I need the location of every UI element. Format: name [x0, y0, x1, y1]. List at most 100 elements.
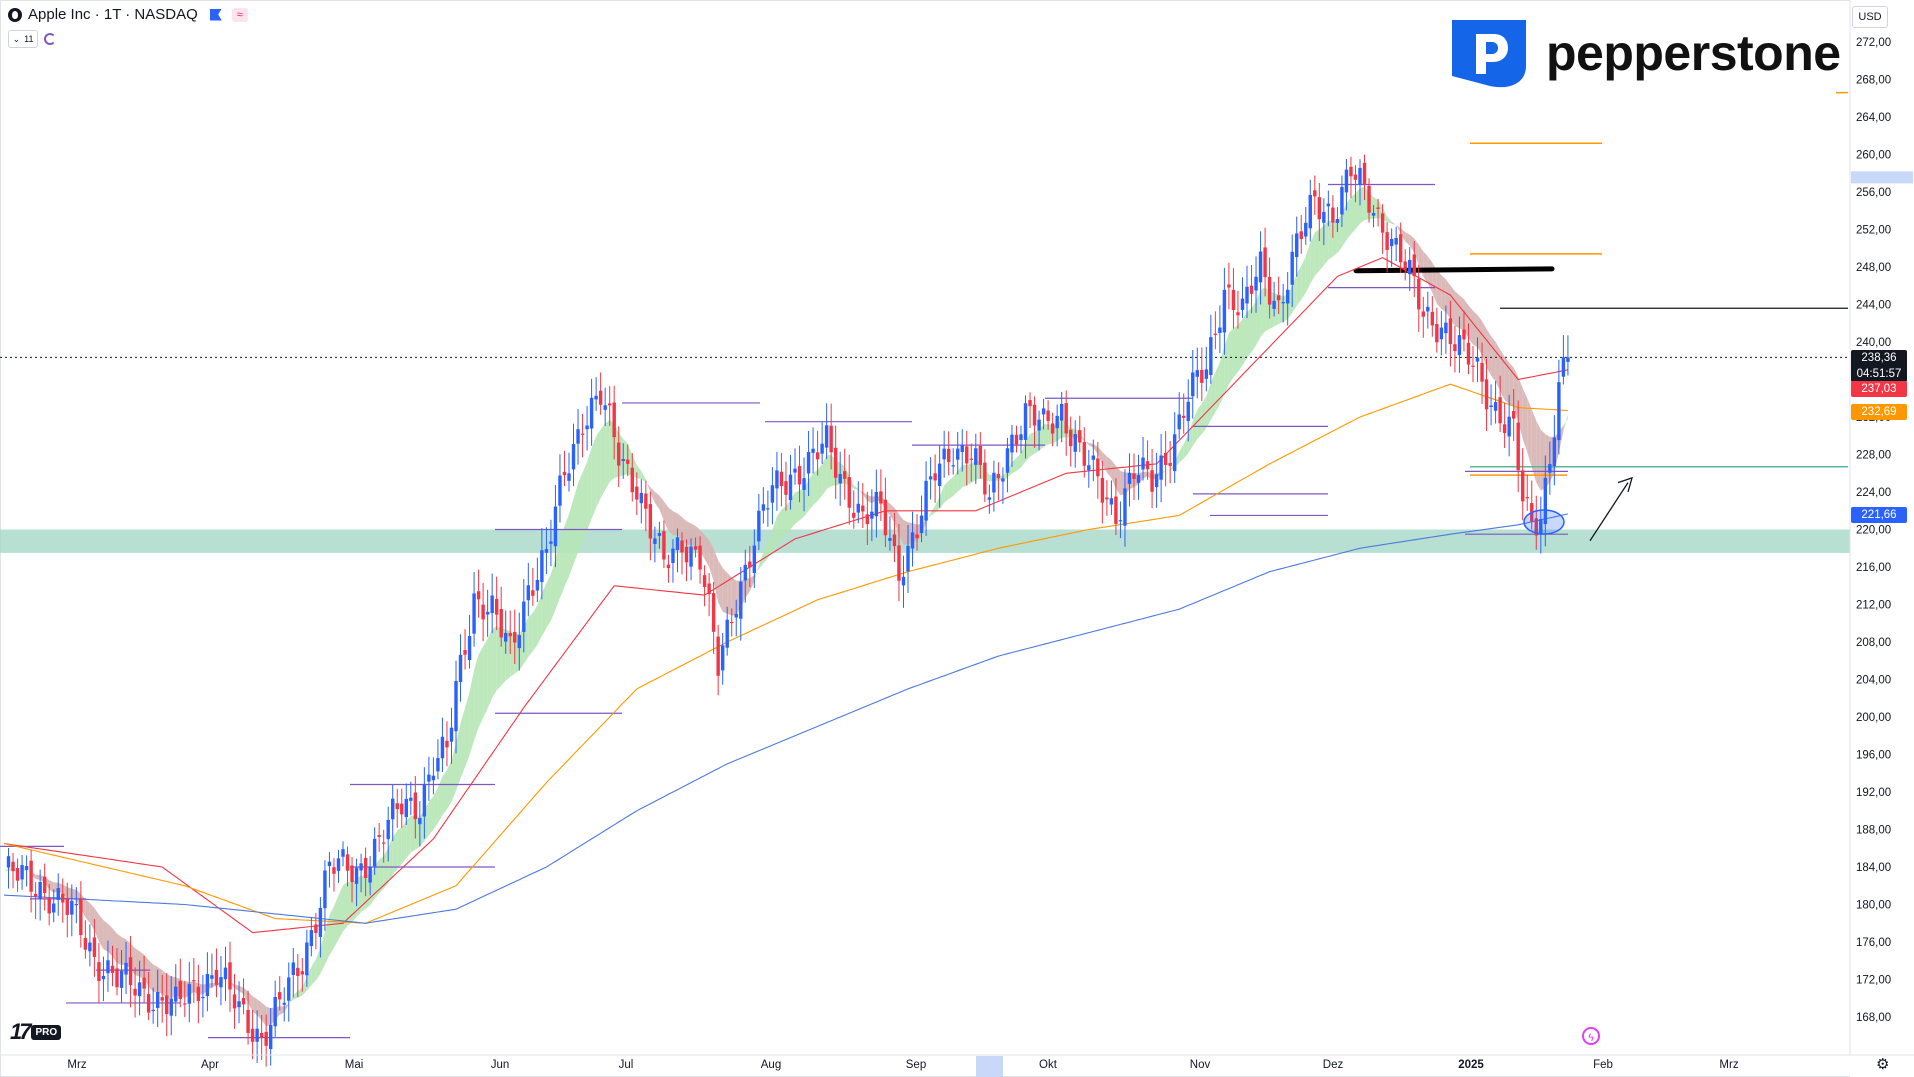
ribbon-segment [605, 419, 610, 490]
ribbon-segment [519, 626, 524, 671]
candle-body [65, 898, 69, 915]
y-tick-label: 200,00 [1856, 712, 1891, 724]
ribbon-segment [139, 951, 145, 980]
candle-body [359, 863, 363, 871]
candle-body [1204, 369, 1209, 379]
ribbon-segment [1486, 329, 1492, 376]
tradingview-watermark[interactable]: 17 PRO [10, 1019, 62, 1045]
candle-body [874, 491, 879, 517]
ribbon-segment [808, 473, 814, 511]
indicator-legend[interactable]: ⌄ 11 [8, 30, 56, 48]
lightning-icon[interactable]: ϟ [1582, 1027, 1600, 1045]
wave-icon[interactable]: ≈ [231, 7, 248, 22]
candle-body [1566, 357, 1570, 362]
candle-body [1507, 416, 1511, 437]
candle-body [820, 443, 824, 454]
ribbon-segment [935, 496, 940, 513]
ribbon-segment [1188, 420, 1193, 454]
candle-body [725, 619, 729, 648]
ribbon-segment [356, 875, 362, 917]
ribbon-segment [35, 874, 41, 880]
candle-body [504, 632, 508, 642]
candle-body [431, 775, 436, 781]
candle-body [1064, 403, 1068, 434]
candle-body [485, 611, 490, 615]
candle-body [350, 865, 354, 883]
candle-body [1127, 472, 1132, 484]
ribbon-segment [225, 980, 230, 983]
ribbon-segment [410, 815, 416, 853]
ribbon-segment [1030, 431, 1035, 457]
ribbon-segment [1228, 327, 1234, 385]
ribbon-segment [243, 987, 249, 1003]
candle-body [1521, 470, 1525, 502]
ribbon-segment [727, 572, 732, 616]
candle-body [409, 797, 413, 801]
ribbon-segment [1247, 307, 1252, 359]
ribbon-segment [668, 507, 673, 536]
candle-body [1023, 403, 1028, 440]
ribbon-segment [365, 873, 371, 909]
candle-body [1037, 419, 1041, 431]
ribbon-segment [582, 462, 588, 542]
ribbon-segment [555, 540, 560, 610]
ribbon-segment [1350, 193, 1356, 235]
gear-icon[interactable]: ⚙ [1876, 1056, 1890, 1073]
ribbon-segment [799, 487, 805, 521]
ribbon-segment [293, 990, 298, 1000]
candle-body [992, 472, 996, 493]
ribbon-segment [1423, 251, 1428, 284]
symbol-title[interactable]: Apple Inc · 1T · NASDAQ [28, 6, 198, 23]
ribbon-segment [451, 742, 456, 802]
ribbon-segment [903, 519, 908, 545]
candle-body [42, 876, 47, 893]
ribbon-segment [107, 923, 113, 957]
candle-body [1123, 488, 1127, 526]
ribbon-segment [401, 820, 407, 865]
ribbon-segment [1206, 382, 1211, 429]
candle-body [1475, 357, 1480, 362]
ribbon-segment [1097, 446, 1103, 465]
ribbon-segment [361, 875, 366, 913]
candle-body [1502, 424, 1507, 434]
candle-body [119, 970, 124, 988]
candle-body [1362, 162, 1367, 185]
candle-body [1145, 461, 1150, 470]
candle-body [29, 860, 33, 892]
x-month-label: Jul [619, 1059, 634, 1071]
ribbon-segment [1197, 403, 1202, 440]
ribbon-segment [98, 914, 104, 950]
ribbon-segment [94, 907, 99, 942]
candle-body [730, 621, 734, 624]
candle-body [1258, 251, 1263, 283]
ribbon-segment [166, 974, 172, 999]
candle-body [657, 533, 662, 536]
candle-body [1299, 231, 1303, 240]
candle-body [391, 798, 395, 820]
sync-icon[interactable] [44, 33, 56, 45]
candle-body [368, 866, 372, 883]
flag-icon[interactable] [209, 8, 222, 21]
candle-body [336, 858, 341, 871]
y-tick-label: 192,00 [1856, 787, 1891, 799]
symbol-legend[interactable]: Apple Inc · 1T · NASDAQ ≈ [8, 6, 248, 23]
currency-selector[interactable]: USD [1852, 6, 1888, 28]
x-month-label: Okt [1039, 1059, 1058, 1071]
candle-body [1367, 185, 1371, 213]
ribbon-segment [1491, 336, 1496, 382]
candle-body [1263, 247, 1267, 278]
candle-body [648, 504, 653, 539]
ribbon-segment [456, 723, 461, 791]
ribbon-segment [564, 514, 569, 587]
candle-body [463, 650, 467, 655]
candle-body [960, 445, 964, 452]
ribbon-segment [257, 999, 262, 1021]
ribbon-segment [1400, 228, 1406, 242]
candle-body [508, 632, 512, 637]
indicators-toggle[interactable]: ⌄ 11 [8, 30, 38, 48]
y-tick-label: 188,00 [1856, 825, 1891, 837]
candle-body [861, 505, 865, 512]
candle-body [526, 585, 531, 601]
candle-body [372, 838, 377, 867]
